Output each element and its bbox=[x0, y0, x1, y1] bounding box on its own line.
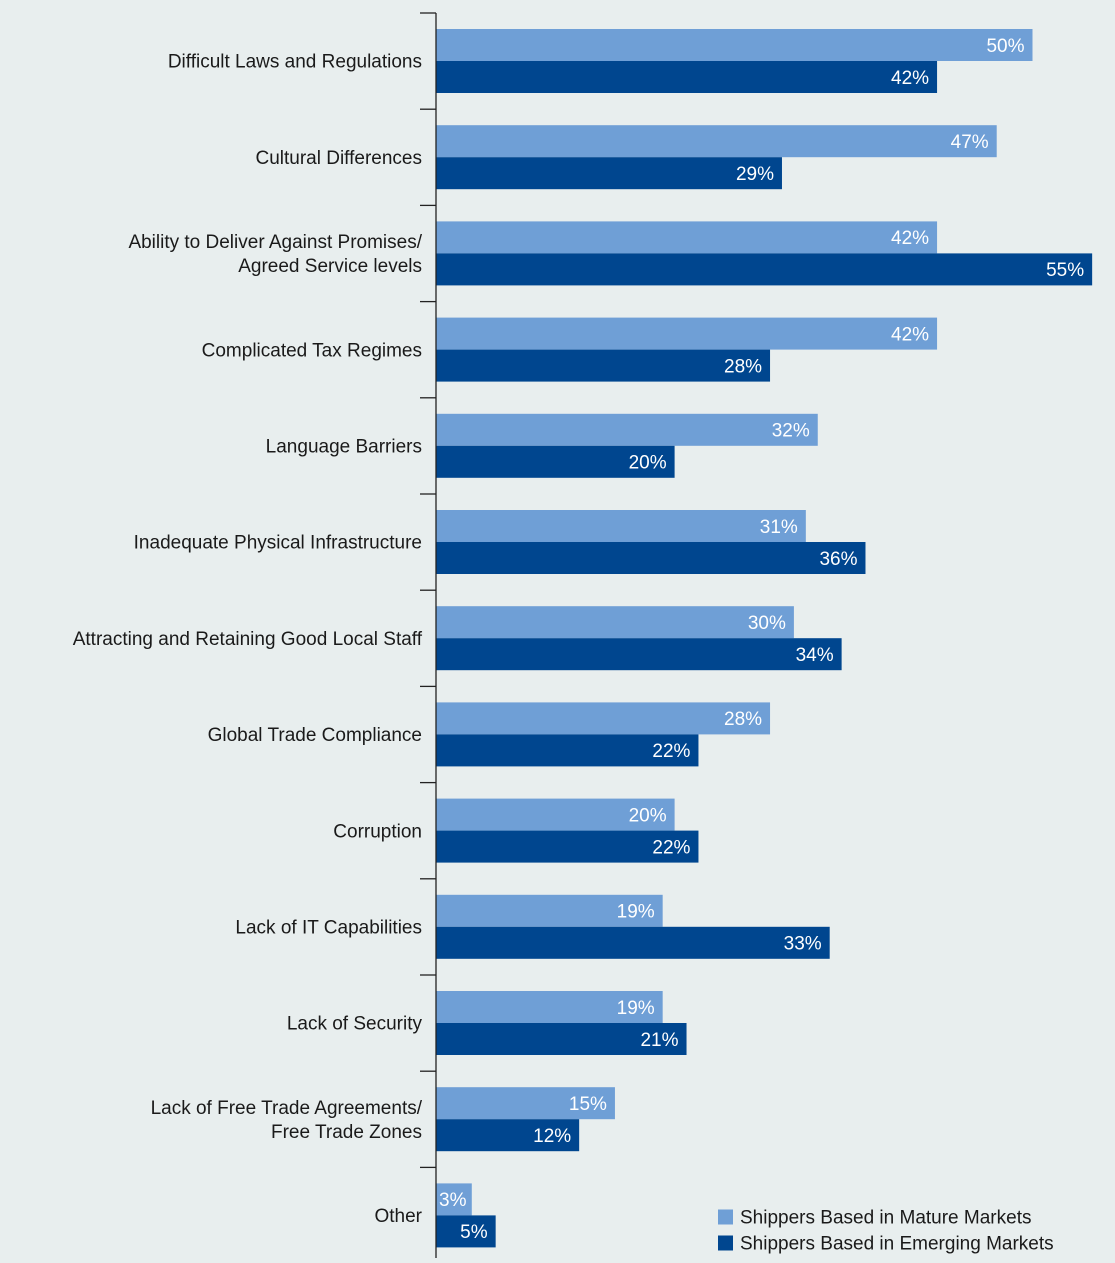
bar-emerging bbox=[436, 1023, 687, 1055]
bar-emerging bbox=[436, 542, 866, 574]
bar-value-label: 5% bbox=[460, 1222, 488, 1243]
bar-value-label: 21% bbox=[640, 1030, 678, 1051]
bar-emerging bbox=[436, 1215, 496, 1248]
bar-mature bbox=[436, 606, 794, 639]
category-label: Complicated Tax Regimes bbox=[202, 340, 422, 361]
category-label: Agreed Service levels bbox=[238, 256, 422, 277]
bar-mature bbox=[436, 1087, 615, 1120]
bar-value-label: 19% bbox=[617, 998, 655, 1019]
bar-value-label: 34% bbox=[796, 645, 834, 666]
category-label: Ability to Deliver Against Promises/ bbox=[128, 232, 422, 253]
category-label: Language Barriers bbox=[266, 436, 422, 457]
bar-value-label: 33% bbox=[784, 934, 822, 955]
category-label: Other bbox=[374, 1206, 422, 1227]
bar-value-label: 55% bbox=[1046, 260, 1084, 281]
bar-value-label: 20% bbox=[629, 805, 667, 826]
bar-value-label: 12% bbox=[533, 1126, 571, 1147]
category-labels: Difficult Laws and Regulations Cultural D… bbox=[73, 52, 423, 1227]
bar-emerging bbox=[436, 253, 1093, 286]
bar-mature bbox=[436, 29, 1033, 61]
category-label: Lack of Security bbox=[287, 1014, 423, 1035]
bar-mature bbox=[436, 991, 663, 1023]
bar-value-label: 42% bbox=[891, 228, 929, 249]
legend: Shippers Based in Mature Markets Shippers… bbox=[718, 1208, 1054, 1255]
bar-emerging bbox=[436, 445, 675, 478]
bar-value-label: 30% bbox=[748, 613, 786, 634]
bar-emerging bbox=[436, 926, 830, 959]
bar-value-label: 3% bbox=[439, 1190, 467, 1211]
category-label: Lack of IT Capabilities bbox=[235, 917, 422, 938]
bar-emerging bbox=[436, 734, 699, 767]
bar-value-label: 50% bbox=[986, 36, 1024, 57]
bar-value-label: 19% bbox=[617, 902, 655, 923]
bar-emerging bbox=[436, 830, 699, 863]
category-label: Global Trade Compliance bbox=[208, 725, 422, 746]
legend-label: Shippers Based in Mature Markets bbox=[740, 1208, 1031, 1229]
bar-series: 50% 42% 47% 29% 42% 55% 42% 28% 32% 20% 31% 36% 30% 3… bbox=[436, 29, 1093, 1248]
category-label: Free Trade Zones bbox=[271, 1122, 422, 1143]
bar-mature bbox=[436, 317, 938, 350]
legend-label: Shippers Based in Emerging Markets bbox=[740, 1234, 1054, 1255]
bar-value-label: 22% bbox=[652, 741, 690, 762]
category-label: Lack of Free Trade Agreements/ bbox=[151, 1098, 423, 1119]
bar-value-label: 29% bbox=[736, 164, 774, 185]
bar-mature bbox=[436, 798, 675, 831]
bar-emerging bbox=[436, 157, 782, 190]
bar-value-label: 15% bbox=[569, 1094, 607, 1115]
legend-swatch bbox=[718, 1209, 733, 1225]
bar-mature bbox=[436, 413, 818, 446]
bar-emerging bbox=[436, 1119, 580, 1152]
bar-mature bbox=[436, 894, 663, 927]
bar-value-label: 47% bbox=[951, 132, 989, 153]
bar-value-label: 42% bbox=[891, 324, 929, 345]
category-label: Cultural Differences bbox=[255, 148, 422, 169]
bar-emerging bbox=[436, 638, 842, 671]
bar-mature bbox=[436, 510, 806, 542]
category-label: Corruption bbox=[333, 821, 422, 842]
bar-value-label: 28% bbox=[724, 709, 762, 730]
bar-mature bbox=[436, 1183, 472, 1216]
bar-value-label: 36% bbox=[819, 549, 857, 570]
bar-value-label: 32% bbox=[772, 421, 810, 442]
bar-mature bbox=[436, 702, 771, 735]
bar-mature bbox=[436, 125, 997, 158]
category-label: Attracting and Retaining Good Local Staf… bbox=[73, 629, 423, 650]
legend-swatch bbox=[718, 1235, 733, 1251]
bar-value-label: 20% bbox=[629, 453, 667, 474]
axis-ticks bbox=[420, 12, 436, 1169]
bar-value-label: 22% bbox=[652, 837, 690, 858]
bar-mature bbox=[436, 221, 938, 254]
bar-value-label: 42% bbox=[891, 68, 929, 89]
bar-value-label: 31% bbox=[760, 517, 798, 538]
bar-emerging bbox=[436, 61, 938, 93]
category-label: Difficult Laws and Regulations bbox=[168, 52, 422, 73]
category-label: Inadequate Physical Infrastructure bbox=[134, 533, 422, 554]
bar-value-label: 28% bbox=[724, 356, 762, 377]
bar-emerging bbox=[436, 349, 771, 382]
